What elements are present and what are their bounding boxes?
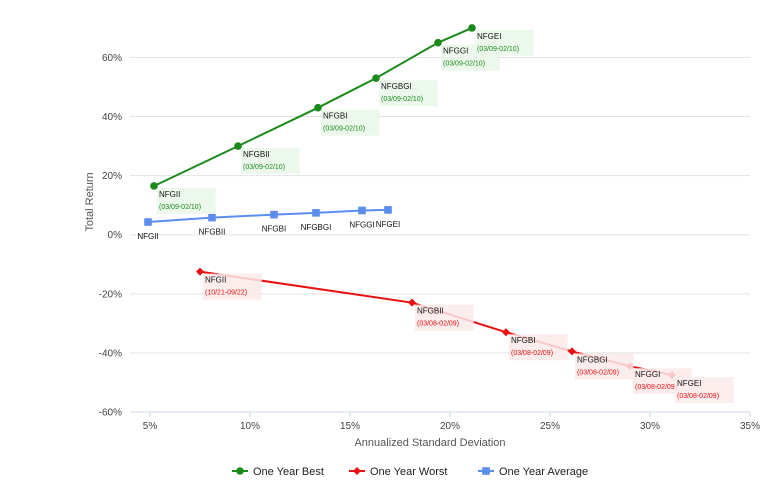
one-year-worst-point[interactable] — [502, 328, 510, 337]
one-year-best-point[interactable] — [434, 38, 442, 47]
legend-marker[interactable] — [236, 467, 244, 475]
legend-item-one-year-worst[interactable]: One Year Worst — [349, 466, 447, 478]
one-year-best-label-bg — [321, 109, 380, 136]
one-year-worst-point[interactable] — [568, 347, 576, 356]
one-year-best-label-bg — [379, 80, 438, 107]
one-year-average-point-name: NFGEI — [376, 220, 400, 229]
one-year-best-point[interactable] — [234, 142, 242, 150]
one-year-worst-label-bg — [203, 273, 262, 300]
legend-item-one-year-average[interactable]: One Year Average — [478, 466, 588, 478]
legend-item-one-year-best[interactable]: One Year Best — [232, 466, 324, 478]
one-year-average-line — [147, 208, 389, 224]
one-year-best-point-name: NFGBI — [323, 112, 347, 121]
one-year-best-label-bg — [475, 29, 534, 56]
legend-marker[interactable] — [353, 467, 361, 475]
one-year-average-point[interactable] — [384, 206, 392, 214]
one-year-best-point[interactable] — [468, 24, 476, 32]
one-year-best-point-period: (03/09-02/10) — [443, 61, 485, 68]
one-year-average-point[interactable] — [312, 209, 320, 217]
one-year-worst-point[interactable] — [408, 298, 416, 307]
y-tick-label: -40% — [99, 348, 122, 359]
one-year-worst-point-period: (03/08-02/09) — [635, 384, 677, 391]
legend[interactable]: One Year Best One Year Worst One Year Aver… — [232, 466, 588, 478]
x-axis-title: Annualized Standard Deviation — [354, 437, 505, 449]
one-year-average-point[interactable] — [358, 206, 366, 215]
y-tick-label: 40% — [102, 112, 122, 123]
x-tick-label: 15% — [340, 421, 360, 432]
legend-marker[interactable] — [482, 467, 490, 475]
one-year-average-point-name: NFGBGI — [301, 223, 332, 232]
one-year-worst-point-name: NFGGI — [635, 370, 660, 379]
one-year-best-point-name: NFGII — [159, 190, 180, 199]
one-year-best-point-name: NFGBII — [243, 150, 270, 159]
legend-label: One Year Best — [253, 466, 324, 478]
one-year-average-point-name: NFGBI — [262, 225, 286, 234]
one-year-worst-point-period: (03/08-02/09) — [511, 350, 553, 357]
one-year-best-label-bg — [157, 187, 216, 214]
one-year-worst-label-bg — [575, 353, 634, 380]
one-year-best-point-period: (03/09-02/10) — [323, 126, 365, 133]
one-year-worst-point-name: NFGBGI — [577, 355, 608, 364]
one-year-worst-label-bg — [509, 334, 568, 361]
one-year-average-point-name: NFGII — [137, 232, 158, 241]
y-axis-title: Total Return — [84, 172, 96, 231]
y-tick-label: 60% — [102, 53, 122, 64]
one-year-best-line — [153, 26, 473, 187]
one-year-average-point-name: NFGGI — [349, 221, 374, 230]
x-tick-label: 10% — [240, 421, 260, 432]
x-tick-label: 25% — [540, 421, 560, 432]
one-year-worst-point-period: (03/08-02/09) — [677, 393, 719, 400]
one-year-worst-point-period: (10/21-09/22) — [205, 290, 247, 297]
one-year-best-point-period: (03/09-02/10) — [243, 164, 285, 171]
one-year-best-point-period: (03/09-02/10) — [159, 204, 201, 211]
one-year-best-point[interactable] — [150, 182, 158, 190]
y-tick-label: 0% — [108, 230, 123, 241]
one-year-best-point[interactable] — [372, 74, 380, 82]
one-year-worst-point-name: NFGBII — [417, 307, 444, 316]
one-year-worst-point-name: NFGII — [205, 276, 226, 285]
x-tick-label: 35% — [740, 421, 760, 432]
one-year-average-point[interactable] — [208, 213, 216, 222]
x-tick-label: 5% — [143, 421, 158, 432]
y-tick-label: -60% — [99, 408, 122, 419]
one-year-best-point-name: NFGBGI — [381, 82, 412, 91]
legend-label: One Year Worst — [370, 466, 447, 478]
one-year-worst-label-bg — [675, 377, 734, 404]
one-year-worst-label-bg — [415, 304, 474, 331]
one-year-best-point-period: (03/09-02/10) — [477, 46, 519, 53]
one-year-worst-point-name: NFGEI — [677, 379, 701, 388]
x-tick-label: 20% — [440, 421, 460, 432]
one-year-best-point-name: NFGGI — [443, 47, 468, 56]
y-tick-label: 20% — [102, 171, 122, 182]
one-year-worst-point[interactable] — [196, 267, 204, 276]
one-year-average-point[interactable] — [270, 210, 278, 219]
one-year-worst-point-name: NFGBI — [511, 336, 535, 345]
y-tick-label: -20% — [99, 289, 122, 300]
legend-label: One Year Average — [499, 466, 588, 478]
one-year-best-point[interactable] — [314, 103, 322, 112]
point-labels: NFGII (03/09-02/10) NFGBII (03/09-02/10) NFG… — [137, 29, 734, 404]
x-tick-label: 30% — [640, 421, 660, 432]
one-year-best-point-name: NFGEI — [477, 32, 501, 41]
one-year-average-point-name: NFGBII — [199, 228, 226, 237]
one-year-best-point-period: (03/09-02/10) — [381, 96, 423, 103]
series-lines — [144, 24, 676, 380]
one-year-worst-point-period: (03/08-02/09) — [577, 369, 619, 376]
one-year-average-point[interactable] — [144, 218, 152, 226]
one-year-best-label-bg — [241, 148, 300, 175]
axes: -60% -40% -20% 0% 20% 40% 60% 5% 10% 15% 20% 25% 30%… — [84, 53, 760, 449]
one-year-worst-point-period: (03/08-02/09) — [417, 321, 459, 328]
